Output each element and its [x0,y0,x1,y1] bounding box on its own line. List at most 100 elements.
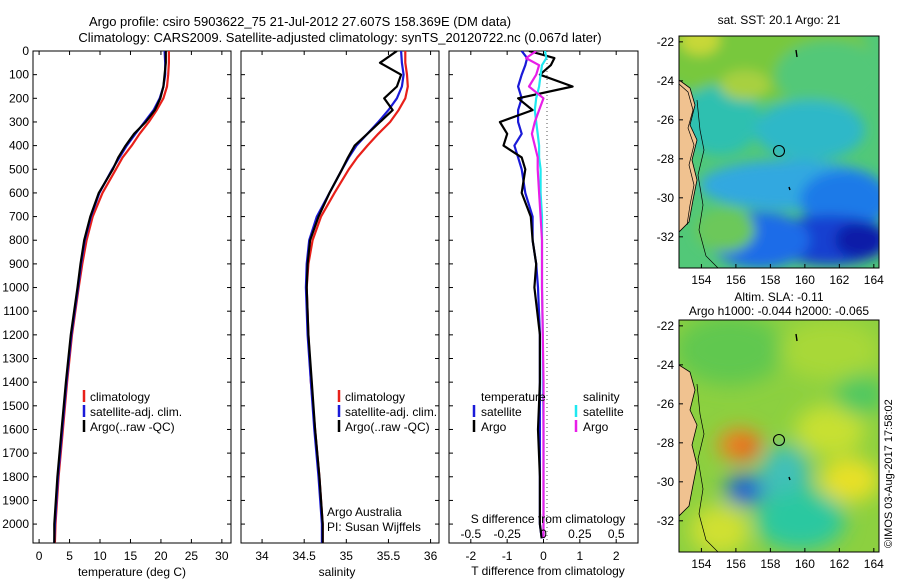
legend-climatology-label: climatology [345,390,405,404]
sla-map-axes: 154 156 158 160 162 164 -22 -24 -26 -28 -30 -32 [657,319,885,571]
sla-map: Altim. SLA: -0.11 Argo h1000: -0.044 h20… [657,290,885,571]
depth-tick-label: 0 [22,44,29,58]
x-tick-label: 2 [613,549,620,563]
difference-depth-ticks [449,50,638,525]
map-lat-label: -28 [657,436,675,450]
x-tick-label: 36 [424,549,438,563]
salinity-axes [240,50,440,544]
depth-tick-label: 200 [9,91,29,105]
s-tick-label: -0.25 [493,527,521,541]
depth-tick-label: 1000 [2,281,29,295]
legend-s-satellite-label: satellite [583,405,624,419]
temperature-panel: 0100200300400500600700800900100011001200… [2,44,232,579]
depth-tick-label: 1300 [2,352,29,366]
depth-tick-label: 700 [9,210,29,224]
sla-map-field [679,320,879,552]
map-lat-label: -22 [657,319,675,333]
sst-map-axes: 154 156 158 160 162 164 -22 -24 -26 -28 -30 -32 [657,35,885,287]
map-lat-label: -28 [657,152,675,166]
series-line-salinity-argo [524,51,545,539]
map-lon-label: 164 [864,557,884,571]
legend-climatology-label: climatology [90,390,150,404]
s-tick-label: -0.5 [460,527,481,541]
depth-tick-label: 800 [9,233,29,247]
temperature-xlabel: temperature (deg C) [78,565,186,579]
map-lat-label: -30 [657,191,675,205]
salinity-depth-ticks [241,50,439,525]
depth-tick-label: 1200 [2,328,29,342]
legend-argo-label: Argo(..raw -QC) [90,420,175,434]
x-tick-label: -2 [465,549,476,563]
x-tick-label: 30 [215,549,229,563]
sla-map-frame [678,319,880,553]
depth-tick-label: 100 [9,68,29,82]
depth-tick-label: 500 [9,162,29,176]
map-lon-label: 156 [726,557,746,571]
legend-argo-label: Argo(..raw -QC) [345,420,430,434]
salinity-x-axis: 34 34.5 35 35.5 36 [255,51,438,563]
temperature-axes [32,50,232,544]
map-lat-label: -32 [657,514,675,528]
map-lat-label: -30 [657,475,675,489]
s-tick-label: 0 [540,527,547,541]
depth-tick-label: 1100 [3,304,29,318]
s-difference-label: S difference from climatology [471,512,626,526]
depth-axis: 0 100 200 300 400 500 600 700 800 900 1000 1100 1200… [2,44,231,531]
legend-t-satellite-label: satellite [481,405,522,419]
map-lat-label: -22 [657,35,675,49]
imos-stamp: ©IMOS 03-Aug-2017 17:58:02 [883,399,895,548]
x-tick-label: 15 [124,549,138,563]
pi-annotation-line1: Argo Australia [327,505,402,519]
temperature-x-axis: 0 5 10 15 20 25 30 [36,51,229,563]
map-lon-label: 160 [795,557,815,571]
map-lon-label: 154 [691,273,711,287]
legend-t-argo-label: Argo [481,420,507,434]
map-lon-label: 154 [691,557,711,571]
depth-tick-label: 1600 [2,422,29,436]
s-tick-label: 0.5 [608,527,625,541]
x-tick-label: 25 [185,549,199,563]
x-tick-label: 0 [540,549,547,563]
depth-tick-label: 300 [9,115,29,129]
map-lon-label: 162 [829,557,849,571]
s-difference-ticks: -0.5 -0.25 0 0.25 0.5 [460,527,624,541]
depth-tick-label: 1700 [2,446,29,460]
x-tick-label: 20 [154,549,168,563]
depth-tick-label: 1400 [2,375,29,389]
figure-title-line1: Argo profile: csiro 5903622_75 21-Jul-20… [89,14,511,29]
map-lon-label: 164 [864,273,884,287]
depth-tick-label: 900 [9,257,29,271]
x-tick-label: 10 [93,549,107,563]
map-lat-label: -26 [657,113,675,127]
series-line-temperature-argo [498,51,574,539]
legend-s-argo-label: Argo [583,420,609,434]
sst-map-title: sat. SST: 20.1 Argo: 21 [718,13,841,27]
s-tick-label: 0.25 [568,527,592,541]
x-tick-label: 35 [340,549,354,563]
sst-map: sat. SST: 20.1 Argo: 21 [657,13,885,287]
temperature-legend: climatology satellite-adj. clim. Argo(..… [82,390,182,434]
map-lon-label: 162 [829,273,849,287]
sla-map-title: Altim. SLA: -0.11 [734,290,823,304]
x-tick-label: -1 [502,549,513,563]
series-line-argo-raw-qc [53,51,167,543]
map-lon-label: 158 [760,557,780,571]
float-position-marker [772,144,786,158]
series-line-argo-raw-qc [305,51,403,543]
depth-tick-label: 1500 [2,399,29,413]
salinity-panel: 34 34.5 35 35.5 36 salinity climatology sate… [240,50,440,579]
legend-salinity-header: salinity [583,390,620,404]
legend-temperature-header: temperature [481,390,546,404]
figure-title-line2: Climatology: CARS2009. Satellite-adjuste… [78,30,601,45]
salinity-xlabel: salinity [319,565,356,579]
sla-map-subtitle: Argo h1000: -0.044 h2000: -0.065 [689,304,869,318]
x-tick-label: 35.5 [377,549,401,563]
x-tick-label: 0 [36,549,43,563]
legend-satellite-label: satellite-adj. clim. [345,405,437,419]
map-lon-label: 160 [795,273,815,287]
depth-tick-label: 2000 [2,517,29,531]
x-tick-label: 34 [255,549,269,563]
depth-tick-label: 1800 [2,470,29,484]
x-tick-label: 1 [577,549,584,563]
